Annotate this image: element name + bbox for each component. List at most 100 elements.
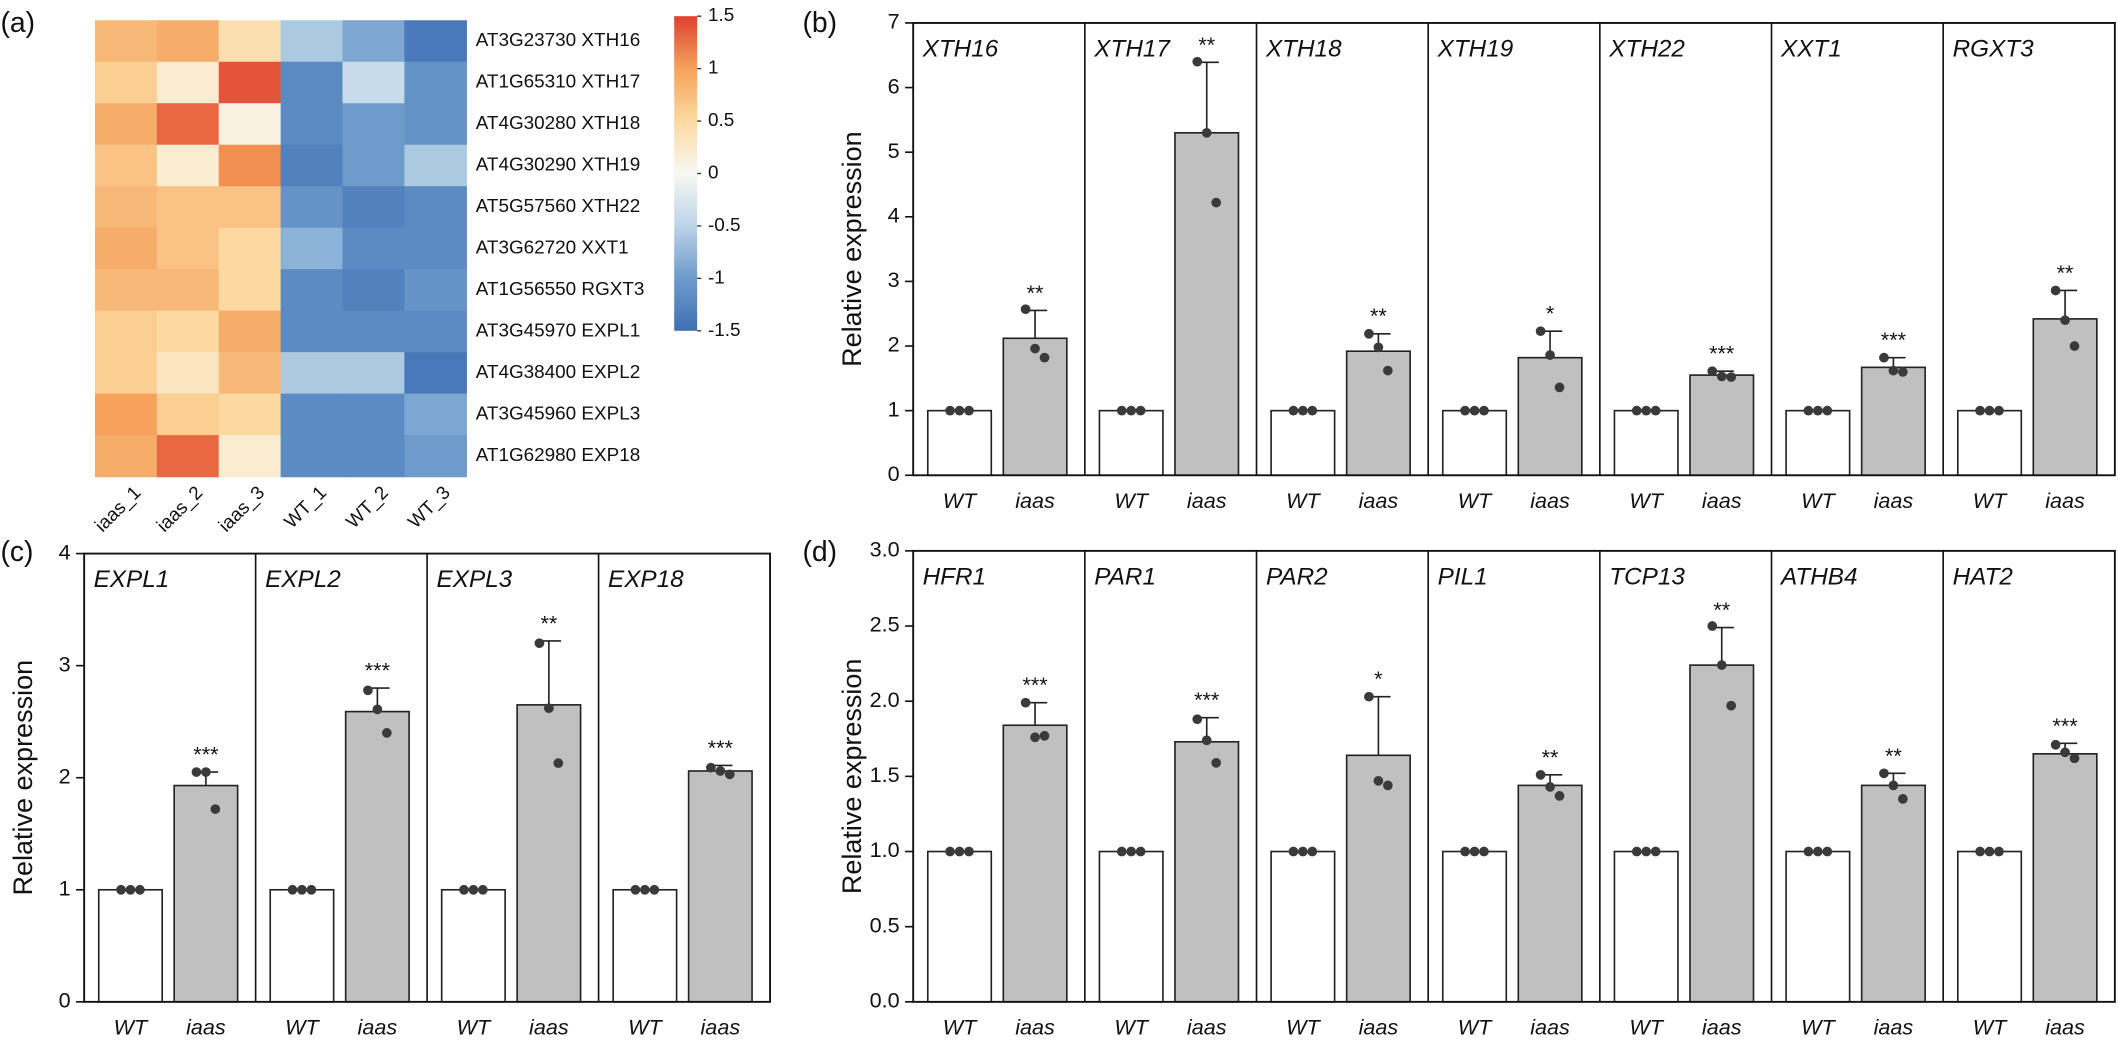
heat-cell <box>342 310 406 353</box>
replicate-point <box>1545 782 1555 792</box>
x-tick-label: iaas <box>1874 1015 1914 1040</box>
replicate-point <box>1211 197 1222 208</box>
y-tick-label: 0.5 <box>870 912 900 937</box>
significance: * <box>1374 666 1383 691</box>
significance: ** <box>1198 32 1215 57</box>
significance: ** <box>1027 280 1044 305</box>
heat-cell <box>218 61 282 104</box>
replicate-point <box>1641 846 1652 857</box>
panel-label: (a) <box>0 7 35 39</box>
facet-title: XTH22 <box>1608 35 1685 62</box>
replicate-point <box>2060 747 2070 758</box>
replicate-point <box>1020 304 1031 315</box>
replicate-point <box>1288 846 1299 857</box>
bar <box>1441 850 1508 1003</box>
x-tick-label: iaas <box>1874 488 1914 513</box>
heat-cell <box>218 20 282 63</box>
replicate-point <box>2069 753 2080 764</box>
bar <box>1860 784 1926 1003</box>
colorbar-tick-label: -1 <box>708 267 725 288</box>
heat-cell <box>280 186 344 229</box>
y-tick-label: 1 <box>888 396 900 421</box>
replicate-point <box>1211 757 1222 768</box>
facet-title: ATHB4 <box>1779 563 1858 590</box>
row-label: AT4G38400 EXPL2 <box>476 362 641 383</box>
replicate-point <box>1975 846 1985 857</box>
heat-cell <box>94 103 158 146</box>
significance: ** <box>2057 260 2074 285</box>
y-axis-label: Relative expression <box>837 659 867 895</box>
x-tick-label: iaas <box>358 1015 398 1040</box>
replicate-point <box>1201 735 1212 746</box>
bar <box>1860 366 1926 477</box>
row-label: AT1G65310 XTH17 <box>476 71 641 92</box>
replicate-point <box>1126 405 1137 416</box>
heat-cell <box>280 393 344 436</box>
replicate-point <box>1554 382 1565 393</box>
facet-title: TCP13 <box>1609 563 1685 590</box>
heat-cell <box>404 352 467 395</box>
significance: *** <box>708 735 734 760</box>
column-label: WT_2 <box>342 482 392 532</box>
replicate-point <box>1364 328 1374 339</box>
heat-cell <box>94 186 158 229</box>
significance: *** <box>1709 341 1735 366</box>
heat-cell <box>218 103 282 146</box>
replicate-point <box>363 685 373 696</box>
heat-cell <box>342 269 406 312</box>
facet-title: HAT2 <box>1953 563 2014 590</box>
replicate-point <box>964 405 974 416</box>
heat-cell <box>94 393 158 436</box>
replicate-point <box>1545 350 1555 360</box>
heat-cell <box>156 186 220 229</box>
replicate-point <box>1726 372 1737 382</box>
facet-title: XTH17 <box>1093 35 1171 62</box>
bar <box>926 409 993 477</box>
replicate-point <box>1298 405 1308 416</box>
replicate-point <box>1631 846 1642 857</box>
replicate-point <box>1707 621 1718 631</box>
row-label: AT3G62720 XXT1 <box>476 237 629 258</box>
bar <box>2032 318 2098 477</box>
significance: ** <box>540 610 557 635</box>
replicate-point <box>534 638 545 649</box>
replicate-point <box>1897 794 1908 804</box>
x-tick-label: WT <box>114 1015 149 1040</box>
x-tick-label: iaas <box>1187 1015 1227 1040</box>
heat-cell <box>404 144 467 187</box>
significance: ** <box>1542 744 1559 769</box>
heat-cell <box>156 310 220 353</box>
replicate-point <box>1460 846 1470 857</box>
y-tick-label: 0 <box>59 988 71 1013</box>
replicate-point <box>1382 365 1393 376</box>
bar <box>1613 850 1679 1003</box>
replicate-point <box>201 767 211 777</box>
error-bar <box>1366 695 1391 756</box>
replicate-point <box>1298 846 1308 857</box>
bar <box>344 710 410 1003</box>
heat-cell <box>342 103 406 146</box>
bar <box>1785 409 1851 477</box>
heat-cell <box>342 144 406 187</box>
replicate-point <box>1469 405 1480 416</box>
replicate-point <box>945 405 955 416</box>
replicate-point <box>210 804 221 814</box>
replicate-point <box>1975 405 1985 416</box>
significance: ** <box>1713 597 1730 622</box>
replicate-point <box>2060 315 2070 326</box>
column-label: iaas_2 <box>153 482 207 536</box>
replicate-point <box>2050 739 2061 750</box>
x-tick-label: iaas <box>186 1015 226 1040</box>
error-bar <box>1709 626 1734 666</box>
column-label: WT_1 <box>281 482 331 532</box>
error-bar <box>536 640 562 705</box>
replicate-point <box>1192 714 1203 725</box>
heat-cell <box>156 20 220 63</box>
significance: *** <box>365 658 391 683</box>
replicate-point <box>1716 660 1727 670</box>
heat-cell <box>156 352 220 395</box>
facet-title: PIL1 <box>1438 563 1488 590</box>
x-tick-label: iaas <box>701 1015 741 1040</box>
y-tick-label: 2 <box>59 763 71 788</box>
heat-cell <box>280 144 344 187</box>
